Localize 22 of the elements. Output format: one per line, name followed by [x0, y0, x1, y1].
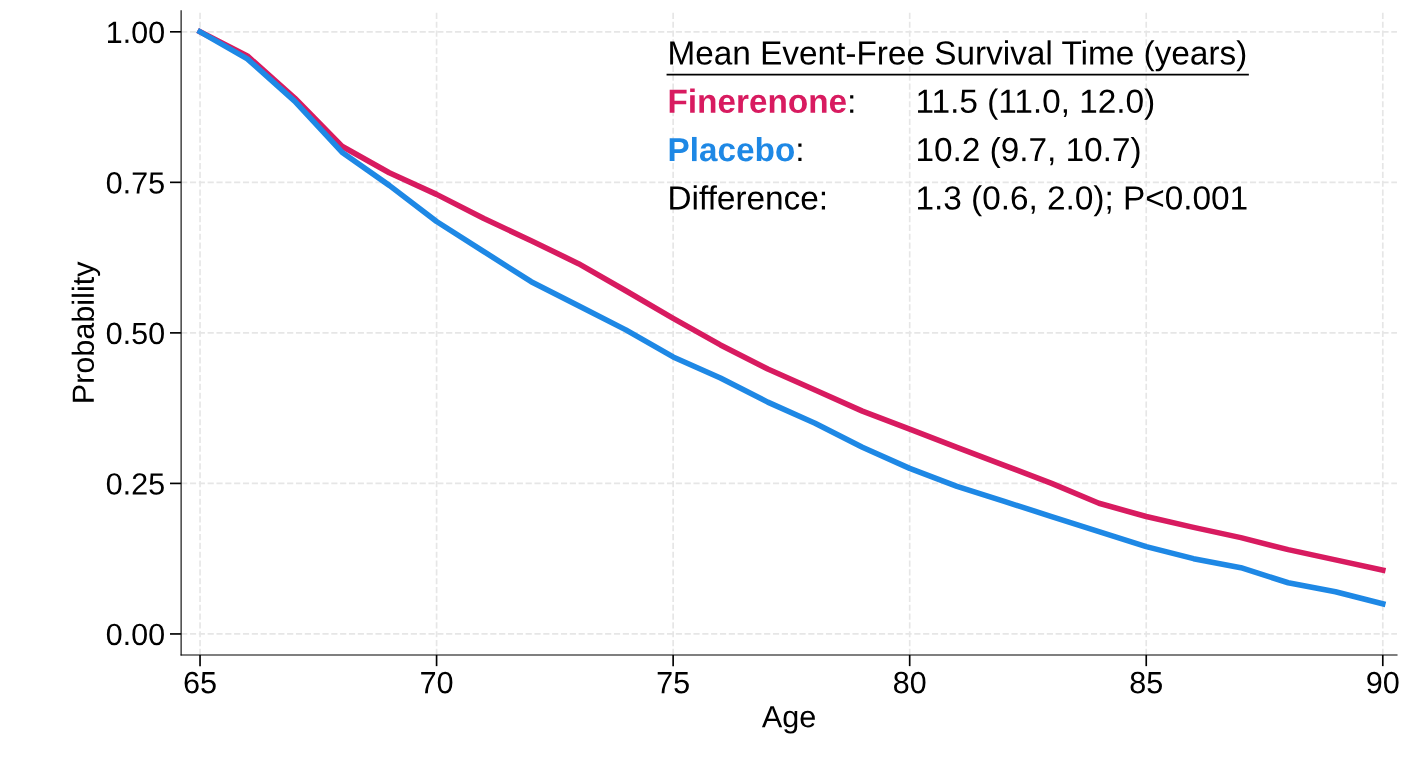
x-tick-label: 90 [1367, 671, 1399, 694]
y-tick-label: 1.00 [108, 21, 164, 44]
x-tick-label: 80 [894, 671, 926, 694]
annotation: Difference: [670, 185, 826, 210]
annotation: Mean Event-Free Survival Time (years) [670, 40, 1246, 72]
x-tick-label: 75 [657, 672, 689, 694]
y-tick-label: 0.75 [106, 172, 164, 194]
text: Finerenone [669, 88, 846, 114]
y-tick-label: 0.25 [106, 473, 164, 495]
annotation: : [798, 143, 802, 162]
text: Placebo [669, 136, 794, 162]
x-tick-label: 65 [184, 671, 216, 694]
x-axis-title: Age [761, 706, 815, 734]
annotation: 11.5 (11.0, 12.0) [918, 88, 1154, 120]
annotation: 10.2 (9.7, 10.7) [918, 136, 1140, 168]
y-axis-title: Probability [71, 261, 101, 402]
y-tick-label: 0.00 [106, 623, 164, 646]
y-tick-label: 0.50 [106, 322, 164, 345]
x-tick-label: 85 [1130, 671, 1162, 694]
annotation: 1.3 (0.6, 2.0); P<0.001 [918, 185, 1247, 217]
annotation: : [850, 95, 854, 113]
x-tick-label: 70 [421, 671, 453, 694]
